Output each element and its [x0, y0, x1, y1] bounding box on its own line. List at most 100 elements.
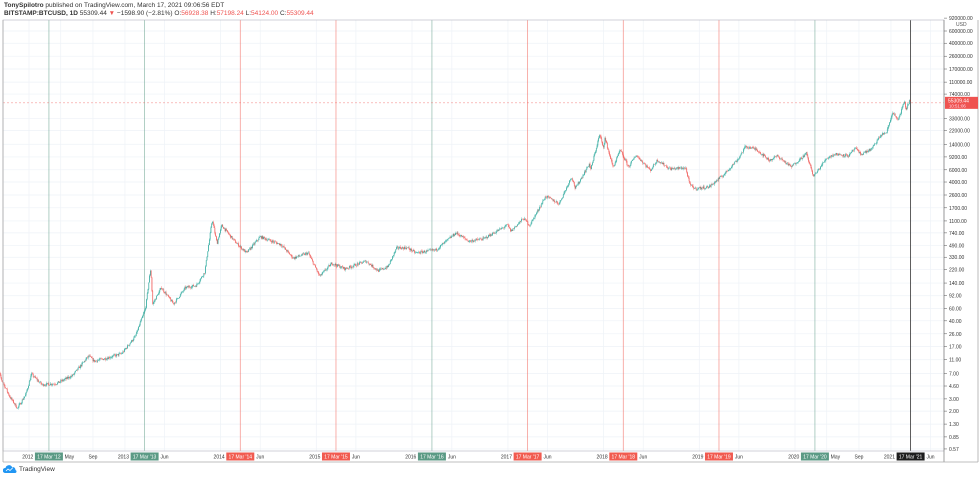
candle — [242, 248, 244, 251]
candle — [400, 246, 401, 249]
candle — [655, 163, 657, 164]
candle — [382, 268, 383, 270]
date-marker-badges: 17 Mar '12 17 Mar '13 17 Mar '14 17 Mar '15… — [34, 452, 925, 461]
candle — [695, 187, 696, 189]
candle — [115, 355, 117, 357]
candle — [496, 230, 498, 232]
candle — [65, 378, 66, 380]
candle — [186, 286, 188, 287]
candle — [328, 265, 330, 266]
candle — [85, 359, 87, 362]
candle — [9, 395, 10, 397]
candle — [899, 114, 901, 117]
candle — [28, 385, 29, 389]
candle — [124, 349, 125, 352]
candle — [517, 224, 518, 227]
y-tick-label: 0.57 — [949, 447, 959, 453]
candle — [853, 148, 855, 151]
x-tick-label: May — [831, 455, 841, 461]
candle — [437, 249, 438, 251]
close-label: C: — [279, 10, 287, 17]
y-tick-label: 74000.00 — [949, 92, 970, 98]
candle — [753, 147, 754, 149]
date-marker-lines — [48, 20, 912, 451]
candle — [150, 270, 152, 278]
candle — [868, 149, 870, 151]
candle — [813, 174, 815, 176]
price-change: −1598.90 (−2.81%) — [116, 10, 173, 17]
candle — [164, 291, 165, 294]
candle — [355, 264, 356, 266]
candle — [743, 149, 744, 153]
candle — [891, 114, 893, 118]
y-tick-label: 33000.00 — [949, 116, 970, 122]
current-price-badge — [945, 96, 978, 109]
candle — [435, 248, 437, 251]
candle — [223, 226, 224, 229]
candle — [331, 262, 333, 265]
candle — [853, 149, 854, 151]
candle — [225, 229, 227, 231]
candle — [96, 360, 98, 362]
candle — [371, 264, 372, 267]
candle — [552, 198, 554, 202]
candle — [481, 238, 482, 240]
x-tick-label: 2020 — [788, 455, 799, 461]
marker-badge-label: 17 Mar '12 — [37, 454, 61, 460]
candle — [356, 263, 358, 266]
candle — [229, 234, 231, 235]
candle — [458, 234, 460, 235]
candle — [883, 133, 885, 135]
candle — [159, 289, 161, 292]
candle — [503, 227, 505, 229]
symbol-label[interactable]: BITSTAMP:BTCUSD, 1D — [4, 10, 78, 17]
candle — [78, 366, 80, 368]
candle — [32, 374, 34, 377]
candle — [261, 236, 263, 239]
candle — [618, 152, 620, 154]
candle — [802, 155, 804, 159]
candle — [109, 357, 110, 359]
candle — [319, 274, 320, 276]
candle — [244, 249, 246, 253]
tradingview-logo[interactable]: TradingView — [3, 465, 55, 473]
candle — [433, 249, 435, 251]
candle — [594, 153, 596, 156]
candle — [874, 143, 876, 145]
time-axis[interactable]: 2012 May Sep 2013 Jun 2014 Jun 2015 Jun 2016 Jun 20… — [22, 455, 935, 461]
candle — [795, 163, 797, 165]
candle — [859, 151, 861, 153]
candle — [263, 236, 264, 240]
candle — [427, 250, 429, 251]
candle — [809, 161, 810, 164]
candle — [195, 285, 197, 287]
candle — [288, 251, 290, 253]
candle — [214, 227, 216, 234]
candle — [842, 154, 844, 157]
candle — [273, 241, 275, 243]
x-tick-label: May — [65, 455, 75, 461]
candle — [820, 166, 821, 170]
author-name[interactable]: TonySpilotro — [4, 2, 44, 9]
candle — [606, 142, 608, 149]
candle — [748, 147, 750, 149]
candle — [43, 383, 44, 386]
price-axis[interactable]: 920000.00 600000.00 400000.00 260000.00 1700… — [944, 16, 978, 453]
candle — [210, 227, 212, 234]
candle — [404, 247, 405, 250]
candle — [532, 219, 533, 221]
candle — [713, 182, 715, 185]
candle — [905, 101, 906, 108]
candle — [218, 237, 220, 240]
candle — [489, 234, 491, 236]
candle — [499, 228, 500, 230]
candle — [522, 218, 524, 220]
candle — [596, 145, 598, 149]
candle — [294, 256, 296, 259]
candle — [569, 179, 571, 181]
candle — [616, 157, 618, 161]
candle — [756, 148, 758, 151]
candle — [327, 265, 329, 268]
candle — [339, 265, 341, 268]
